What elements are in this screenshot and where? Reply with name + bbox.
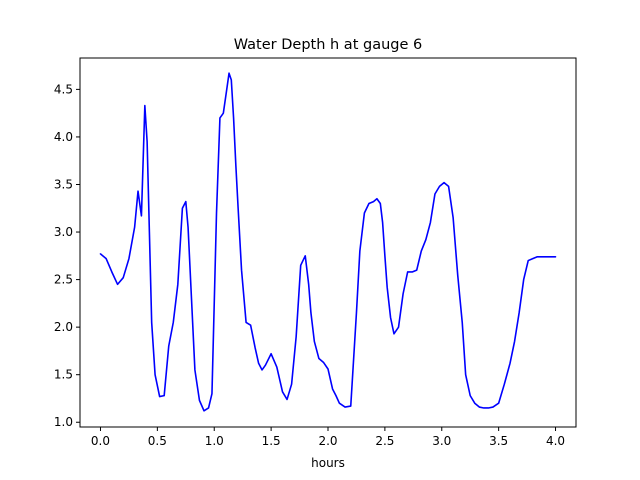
- y-tick-label: 2.0: [54, 320, 73, 334]
- y-tick-label: 4.5: [54, 82, 73, 96]
- chart-title: Water Depth h at gauge 6: [234, 37, 422, 53]
- x-tick-label: 0.0: [91, 434, 110, 448]
- x-tick-label: 4.0: [546, 434, 565, 448]
- y-tick-label: 3.5: [54, 177, 73, 191]
- x-tick-label: 1.5: [262, 434, 281, 448]
- x-tick-label: 3.0: [432, 434, 451, 448]
- y-tick-label: 1.0: [54, 415, 73, 429]
- y-tick-label: 3.0: [54, 225, 73, 239]
- x-axis-label: hours: [311, 456, 345, 470]
- x-tick-label: 1.0: [205, 434, 224, 448]
- y-tick-label: 1.5: [54, 368, 73, 382]
- plot-area: 0.0 0.5 1.0 1.5 2.0 2.5 3.0 3.5 4.0 1.0 1.5 2.0 2.5 3…: [54, 57, 577, 448]
- x-tick-label: 3.5: [489, 434, 508, 448]
- y-tick-label: 2.5: [54, 273, 73, 287]
- series-line-0: [99, 72, 557, 412]
- x-tick-label: 2.0: [318, 434, 337, 448]
- x-tick-label: 0.5: [148, 434, 167, 448]
- x-tick-label: 2.5: [375, 434, 394, 448]
- y-tick-label: 4.0: [54, 130, 73, 144]
